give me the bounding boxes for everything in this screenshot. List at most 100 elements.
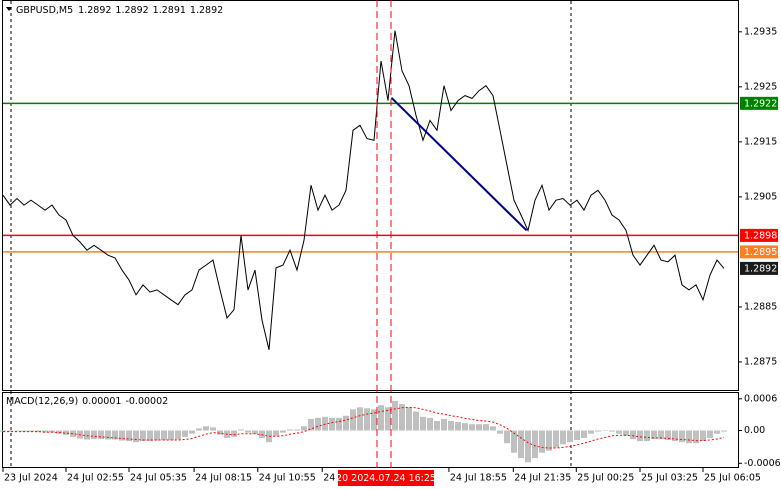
macd-bar xyxy=(560,430,566,445)
x-tick-label: 25 Jul 06:05 xyxy=(704,473,761,484)
macd-bar xyxy=(252,430,258,434)
macd-bar xyxy=(105,430,111,440)
y-tick-label: 1.2905 xyxy=(744,191,777,202)
x-tick-label: 24 Jul 02:55 xyxy=(67,473,124,484)
macd-bar xyxy=(147,430,153,442)
macd-bar xyxy=(665,430,671,441)
trend-line xyxy=(390,97,528,232)
macd-bar xyxy=(378,405,384,431)
macd-bar xyxy=(497,430,503,434)
macd-bar xyxy=(595,430,601,432)
macd-bar xyxy=(679,430,685,443)
macd-bar xyxy=(574,430,580,441)
macd-bar xyxy=(581,430,587,438)
macd-bar xyxy=(707,430,713,438)
macd-bar xyxy=(238,429,244,431)
macd-bar xyxy=(196,428,202,431)
macd-bar xyxy=(133,430,139,443)
macd-bar xyxy=(525,430,531,463)
y-tick-label: 1.2925 xyxy=(744,81,777,92)
level-label: 1.2922 xyxy=(744,98,777,109)
macd-bar xyxy=(546,430,552,451)
macd-bar xyxy=(28,430,34,432)
macd-bar xyxy=(567,430,573,443)
macd-bar xyxy=(161,430,167,441)
macd-bar xyxy=(490,426,496,431)
macd-bar xyxy=(532,430,538,459)
macd-bar xyxy=(511,430,517,453)
macd-bar xyxy=(70,430,76,437)
x-tick-label: 25 Jul 03:25 xyxy=(641,473,698,484)
macd-bar xyxy=(609,430,615,432)
y-tick-label: -0.00062 xyxy=(744,458,781,469)
macd-bar xyxy=(189,430,195,434)
macd-bar xyxy=(315,417,321,431)
level-box xyxy=(740,261,778,275)
macd-bar xyxy=(420,416,426,431)
macd-bar xyxy=(287,429,293,431)
symbol: GBPUSD,M5 xyxy=(16,5,73,16)
macd-bar xyxy=(644,430,650,442)
menu-arrow[interactable] xyxy=(6,7,12,11)
macd-bar xyxy=(714,430,720,434)
macd-bar xyxy=(686,430,692,444)
macd-bar xyxy=(602,430,608,432)
macd-bar xyxy=(364,408,370,431)
main-frame xyxy=(2,0,739,391)
signal-value: -0.00002 xyxy=(125,396,168,407)
macd-bar xyxy=(84,430,90,440)
macd-header: MACD(12,26,9) 0.00001 -0.00002 xyxy=(6,396,168,407)
macd-bar xyxy=(672,430,678,442)
high: 1.2892 xyxy=(115,5,148,16)
macd-bar xyxy=(448,421,454,431)
macd-bar xyxy=(273,430,279,436)
macd-bar xyxy=(637,430,643,442)
level-box xyxy=(740,245,778,259)
crosshair-box xyxy=(338,470,434,486)
macd-bar xyxy=(126,430,132,442)
x-tick-label: 24 Jul 10:55 xyxy=(259,473,316,484)
macd-bar xyxy=(91,430,97,439)
macd-bar xyxy=(14,430,20,432)
macd-bar xyxy=(336,417,342,431)
macd-frame xyxy=(2,392,739,468)
macd-bar xyxy=(623,430,629,436)
crosshair-label: 20 2024.07.24 16:25 xyxy=(336,473,436,484)
close: 1.2892 xyxy=(190,5,223,16)
macd-bar xyxy=(203,426,209,431)
macd-bar xyxy=(322,416,328,431)
macd-bar xyxy=(259,430,265,438)
symbol-header: GBPUSD,M5 1.2892 1.2892 1.2891 1.2892 xyxy=(16,5,223,16)
macd-bar xyxy=(329,417,335,431)
macd-bar xyxy=(371,409,377,431)
y-tick-label: 0.00 xyxy=(744,425,765,436)
macd-bar xyxy=(476,424,482,431)
macd-bar xyxy=(175,430,181,440)
macd-bar xyxy=(21,430,27,432)
macd-bar xyxy=(427,417,433,431)
macd-bar xyxy=(392,400,398,431)
x-tick-label: 24 Jul 05:35 xyxy=(130,473,187,484)
macd-bar xyxy=(154,430,160,441)
macd-bar xyxy=(182,430,188,437)
macd-bar xyxy=(266,430,272,443)
macd-value: 0.00001 xyxy=(82,396,121,407)
macd-bar xyxy=(434,421,440,431)
level-label: 1.2892 xyxy=(744,263,777,274)
x-tick-label: 24 Jul 08:15 xyxy=(195,473,252,484)
macd-bar xyxy=(231,430,237,437)
y-tick-label: 1.2915 xyxy=(744,136,777,147)
macd-bar xyxy=(616,430,622,434)
macd-bar xyxy=(700,430,706,442)
macd-bar xyxy=(63,430,69,435)
level-box xyxy=(740,228,778,242)
macd-bar xyxy=(280,430,286,433)
macd-bar xyxy=(217,430,223,435)
macd-bar xyxy=(630,430,636,439)
macd-bar xyxy=(98,430,104,439)
macd-bar xyxy=(588,430,594,434)
macd-bar xyxy=(119,430,125,441)
x-tick-label: 24 Jul 18:55 xyxy=(450,473,507,484)
macd-bar xyxy=(308,418,314,431)
